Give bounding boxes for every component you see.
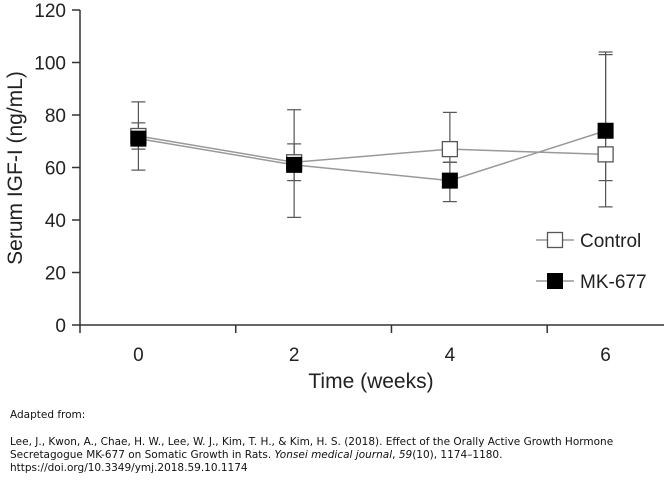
- data-point: [441, 140, 459, 158]
- series-mk-677: [131, 54, 613, 218]
- x-tick-label: 0: [133, 345, 144, 366]
- caption-reference: Lee, J., Kwon, A., Chae, H. W., Lee, W. …: [10, 436, 660, 475]
- legend-label: Control: [580, 231, 641, 252]
- y-tick-label: 60: [45, 159, 66, 180]
- y-tick-label: 80: [45, 106, 66, 127]
- y-tick-label: 40: [45, 211, 66, 232]
- y-axis-title: Serum IGF-I (ng/mL): [4, 71, 27, 265]
- x-tick-label: 6: [600, 345, 611, 366]
- line-chart: 0 20 40 60 80 100 120 0 2 4 6 Control MK-677 Time (…: [4, 1, 664, 393]
- reference-volume: 59: [398, 449, 413, 461]
- reference-issue-pages: (10), 1174–1180.: [412, 449, 503, 461]
- data-point: [130, 130, 147, 147]
- y-tick-label: 0: [55, 316, 66, 337]
- reference-separator: ,: [392, 449, 399, 461]
- reference-title: Secretagogue MK-677 on Somatic Growth in…: [10, 449, 275, 461]
- legend-label: MK-677: [580, 272, 647, 293]
- x-tick-label: 4: [445, 345, 456, 366]
- reference-line-2: Secretagogue MK-677 on Somatic Growth in…: [10, 449, 660, 462]
- series-line: [138, 130, 606, 182]
- y-tick-label: 100: [34, 54, 66, 75]
- series-control: [131, 51, 613, 182]
- data-point: [597, 122, 614, 139]
- chart-axes: 0 20 40 60 80 100 120 0 2 4 6: [34, 1, 664, 366]
- chart-legend: Control MK-677: [536, 231, 647, 293]
- data-point: [441, 172, 458, 189]
- chart-series: [130, 51, 614, 218]
- legend-marker: [547, 273, 563, 289]
- reference-line-1: Lee, J., Kwon, A., Chae, H. W., Lee, W. …: [10, 436, 614, 448]
- x-axis-title: Time (weeks): [308, 370, 433, 393]
- x-tick-label: 2: [289, 345, 300, 366]
- series-line: [138, 135, 606, 164]
- data-point: [597, 146, 614, 163]
- reference-doi: https://doi.org/10.3349/ymj.2018.59.10.1…: [10, 462, 248, 474]
- y-tick-label: 20: [45, 264, 66, 285]
- y-tick-label: 120: [34, 1, 66, 22]
- data-point: [286, 156, 303, 173]
- reference-journal: Yonsei medical journal: [274, 449, 393, 461]
- legend-marker: [546, 231, 564, 249]
- caption-adapted-from: Adapted from:: [10, 409, 86, 421]
